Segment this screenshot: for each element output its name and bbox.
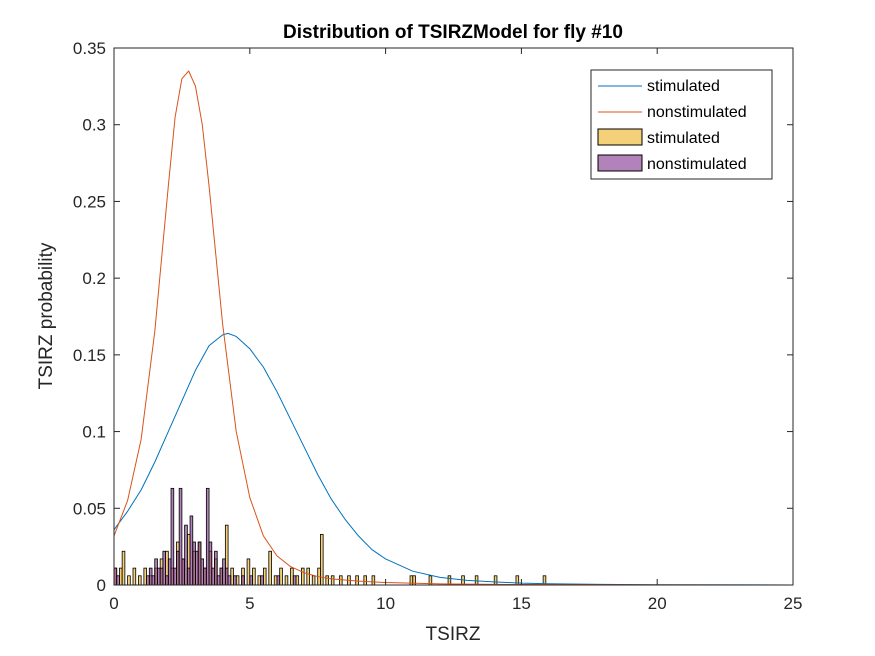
hist-bar-nonstimulated-27 xyxy=(214,550,218,586)
y-axis-label: TSIRZ probability xyxy=(36,242,57,389)
y-tick-label-4: 0.2 xyxy=(82,269,106,288)
x-axis: 0 5 10 15 20 25 xyxy=(109,48,802,613)
hist-bar-nonstimulated-24 xyxy=(205,487,210,586)
hist-bar-stimulated-26 xyxy=(252,567,256,586)
hist-bar-nonstimulated-37 xyxy=(276,575,281,586)
hist-bar-stimulated-28 xyxy=(262,567,267,586)
hist-bar-stimulated-42 xyxy=(339,575,343,586)
hist-bar-nonstimulated-7 xyxy=(159,567,164,586)
hist-bar-stimulated-32 xyxy=(284,575,289,586)
hist-bar-stimulated-31 xyxy=(279,567,283,586)
legend-swatch-stimulated-patch xyxy=(597,128,643,146)
hist-bar-nonstimulated-4 xyxy=(151,575,156,586)
y-axis: 0 0.05 0.1 0.15 0.2 0.25 0.3 0.35 xyxy=(73,39,793,595)
hist-bar-nonstimulated-9 xyxy=(165,575,169,586)
y-tick-label-0: 0 xyxy=(97,576,106,595)
hist-bar-nonstimulated-20 xyxy=(195,550,199,586)
axes-box xyxy=(113,47,794,586)
hist-bar-stimulated-29 xyxy=(268,550,272,586)
hist-bar-nonstimulated-33 xyxy=(233,575,237,586)
hist-bar-nonstimulated-34 xyxy=(241,575,245,586)
hist-bar-nonstimulated-25 xyxy=(208,541,213,586)
y-tick-label-1: 0.05 xyxy=(73,499,106,518)
hist-bar-stimulated-2 xyxy=(121,550,126,586)
hist-bar-nonstimulated-5 xyxy=(154,558,158,586)
x-tick-label-2: 10 xyxy=(376,594,395,613)
hist-bar-stimulated-23 xyxy=(235,575,240,586)
hist-bar-stimulated-54 xyxy=(515,575,520,586)
hist-bar-nonstimulated-19 xyxy=(192,541,196,586)
legend-label-stimulated-patch: stimulated xyxy=(647,130,720,147)
y-tick-label-3: 0.15 xyxy=(73,346,106,365)
hist-bar-stimulated-36 xyxy=(306,567,310,586)
hist-bar-stimulated-45 xyxy=(363,575,367,586)
hist-bar-nonstimulated-12 xyxy=(173,567,177,586)
hist-bar-nonstimulated-22 xyxy=(200,558,205,586)
hist-bar-stimulated-44 xyxy=(355,575,359,586)
hist-bar-stimulated-33 xyxy=(290,567,294,586)
x-tick-label-0: 0 xyxy=(109,594,118,613)
hist-bar-stimulated-35 xyxy=(300,567,305,586)
hist-bar-nonstimulated-29 xyxy=(219,567,224,586)
hist-bar-stimulated-53 xyxy=(493,575,498,586)
hist-bar-nonstimulated-32 xyxy=(227,575,232,586)
x-tick-label-3: 15 xyxy=(512,594,531,613)
hist-bar-stimulated-3 xyxy=(127,575,131,586)
curve-layer xyxy=(113,70,794,586)
y-tick-label-2: 0.1 xyxy=(82,423,106,442)
x-tick-label-1: 5 xyxy=(245,594,254,613)
x-axis-label: TSIRZ xyxy=(426,624,481,645)
curve-nonstimulated xyxy=(113,70,794,586)
hist-bar-stimulated-41 xyxy=(330,575,335,586)
hist-bar-stimulated-30 xyxy=(273,575,278,586)
hist-bar-nonstimulated-2 xyxy=(146,575,150,586)
hist-bar-nonstimulated-15 xyxy=(181,558,186,586)
legend-swatch-nonstimulated-patch xyxy=(597,154,643,172)
chart-title: Distribution of TSIRZModel for fly #10 xyxy=(283,22,623,43)
hist-bar-nonstimulated-30 xyxy=(222,558,226,586)
legend-label-stimulated-line: stimulated xyxy=(647,78,720,95)
hist-bar-stimulated-4 xyxy=(132,567,137,586)
hist-bar-nonstimulated-10 xyxy=(167,558,172,586)
hist-bar-stimulated-46 xyxy=(371,575,376,586)
hist-bar-nonstimulated-17 xyxy=(186,567,191,586)
y-tick-label-7: 0.35 xyxy=(73,39,106,58)
legend-label-nonstimulated-patch: nonstimulated xyxy=(647,156,747,173)
hist-bar-nonstimulated-38 xyxy=(292,575,297,586)
y-tick-label-6: 0.3 xyxy=(82,116,106,135)
hist-bar-nonstimulated-36 xyxy=(260,575,264,586)
legend: stimulated nonstimulated stimulated nons… xyxy=(590,69,773,180)
legend-label-nonstimulated-line: nonstimulated xyxy=(647,104,747,121)
hist-bar-nonstimulated-1 xyxy=(116,575,120,586)
curve-stimulated xyxy=(113,332,794,586)
y-tick-label-5: 0.25 xyxy=(73,192,106,211)
hist-bar-nonstimulated-14 xyxy=(178,487,183,586)
x-tick-label-4: 20 xyxy=(648,594,667,613)
hist-bar-stimulated-5 xyxy=(138,575,142,586)
hist-bar-stimulated-40 xyxy=(325,575,329,586)
hist-bar-stimulated-37 xyxy=(311,575,316,586)
x-tick-label-5: 25 xyxy=(784,594,803,613)
